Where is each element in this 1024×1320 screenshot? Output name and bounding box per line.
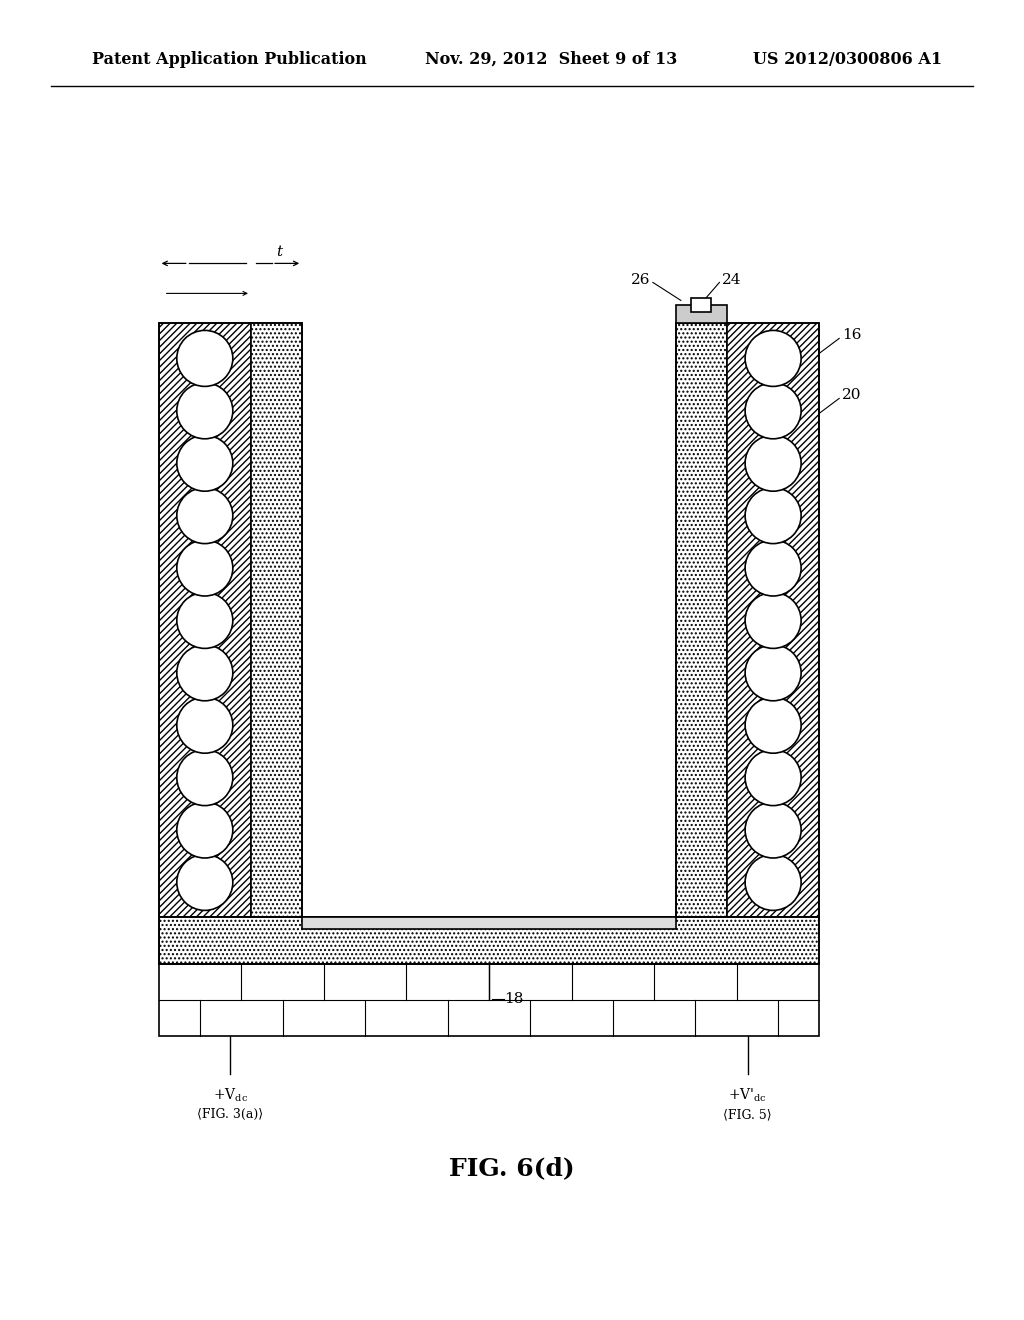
Circle shape	[745, 436, 801, 491]
Circle shape	[745, 803, 801, 858]
Circle shape	[177, 383, 232, 438]
Bar	[251, 323, 302, 917]
Circle shape	[177, 644, 232, 701]
Text: 24: 24	[722, 273, 741, 288]
Bar	[159, 917, 819, 964]
Circle shape	[745, 383, 801, 438]
Circle shape	[745, 487, 801, 544]
Text: ⟨FIG. 5⟩: ⟨FIG. 5⟩	[723, 1109, 772, 1121]
Circle shape	[177, 750, 232, 805]
Bar	[302, 917, 676, 929]
Circle shape	[745, 593, 801, 648]
Bar	[159, 323, 251, 917]
Text: ⟨FIG. 3(a)⟩: ⟨FIG. 3(a)⟩	[198, 1109, 263, 1121]
Bar	[691, 298, 712, 313]
Circle shape	[177, 330, 232, 387]
Text: 20: 20	[842, 388, 862, 403]
Text: Patent Application Publication: Patent Application Publication	[92, 51, 367, 67]
Text: FIG. 6(d): FIG. 6(d)	[450, 1156, 574, 1180]
Text: Nov. 29, 2012  Sheet 9 of 13: Nov. 29, 2012 Sheet 9 of 13	[425, 51, 677, 67]
Bar	[159, 323, 302, 917]
Text: t: t	[275, 246, 282, 260]
Bar	[159, 964, 819, 1036]
Text: +V$_{\mathregular{dc}}$: +V$_{\mathregular{dc}}$	[213, 1086, 248, 1104]
Circle shape	[745, 644, 801, 701]
Circle shape	[745, 540, 801, 597]
Circle shape	[745, 750, 801, 805]
Text: +V'$_{\mathregular{dc}}$: +V'$_{\mathregular{dc}}$	[728, 1086, 767, 1104]
Text: 16: 16	[842, 329, 862, 342]
Circle shape	[177, 854, 232, 911]
Bar	[727, 323, 819, 917]
Circle shape	[177, 803, 232, 858]
Circle shape	[177, 436, 232, 491]
Circle shape	[745, 330, 801, 387]
Text: 18: 18	[504, 991, 523, 1006]
Bar	[159, 917, 819, 964]
Text: 26: 26	[632, 273, 651, 288]
Circle shape	[745, 697, 801, 754]
Text: US 2012/0300806 A1: US 2012/0300806 A1	[753, 51, 942, 67]
Circle shape	[177, 487, 232, 544]
Circle shape	[177, 697, 232, 754]
Circle shape	[177, 540, 232, 597]
Bar	[676, 323, 727, 917]
Circle shape	[177, 593, 232, 648]
Circle shape	[745, 854, 801, 911]
Bar	[676, 305, 727, 323]
Bar	[676, 323, 819, 917]
